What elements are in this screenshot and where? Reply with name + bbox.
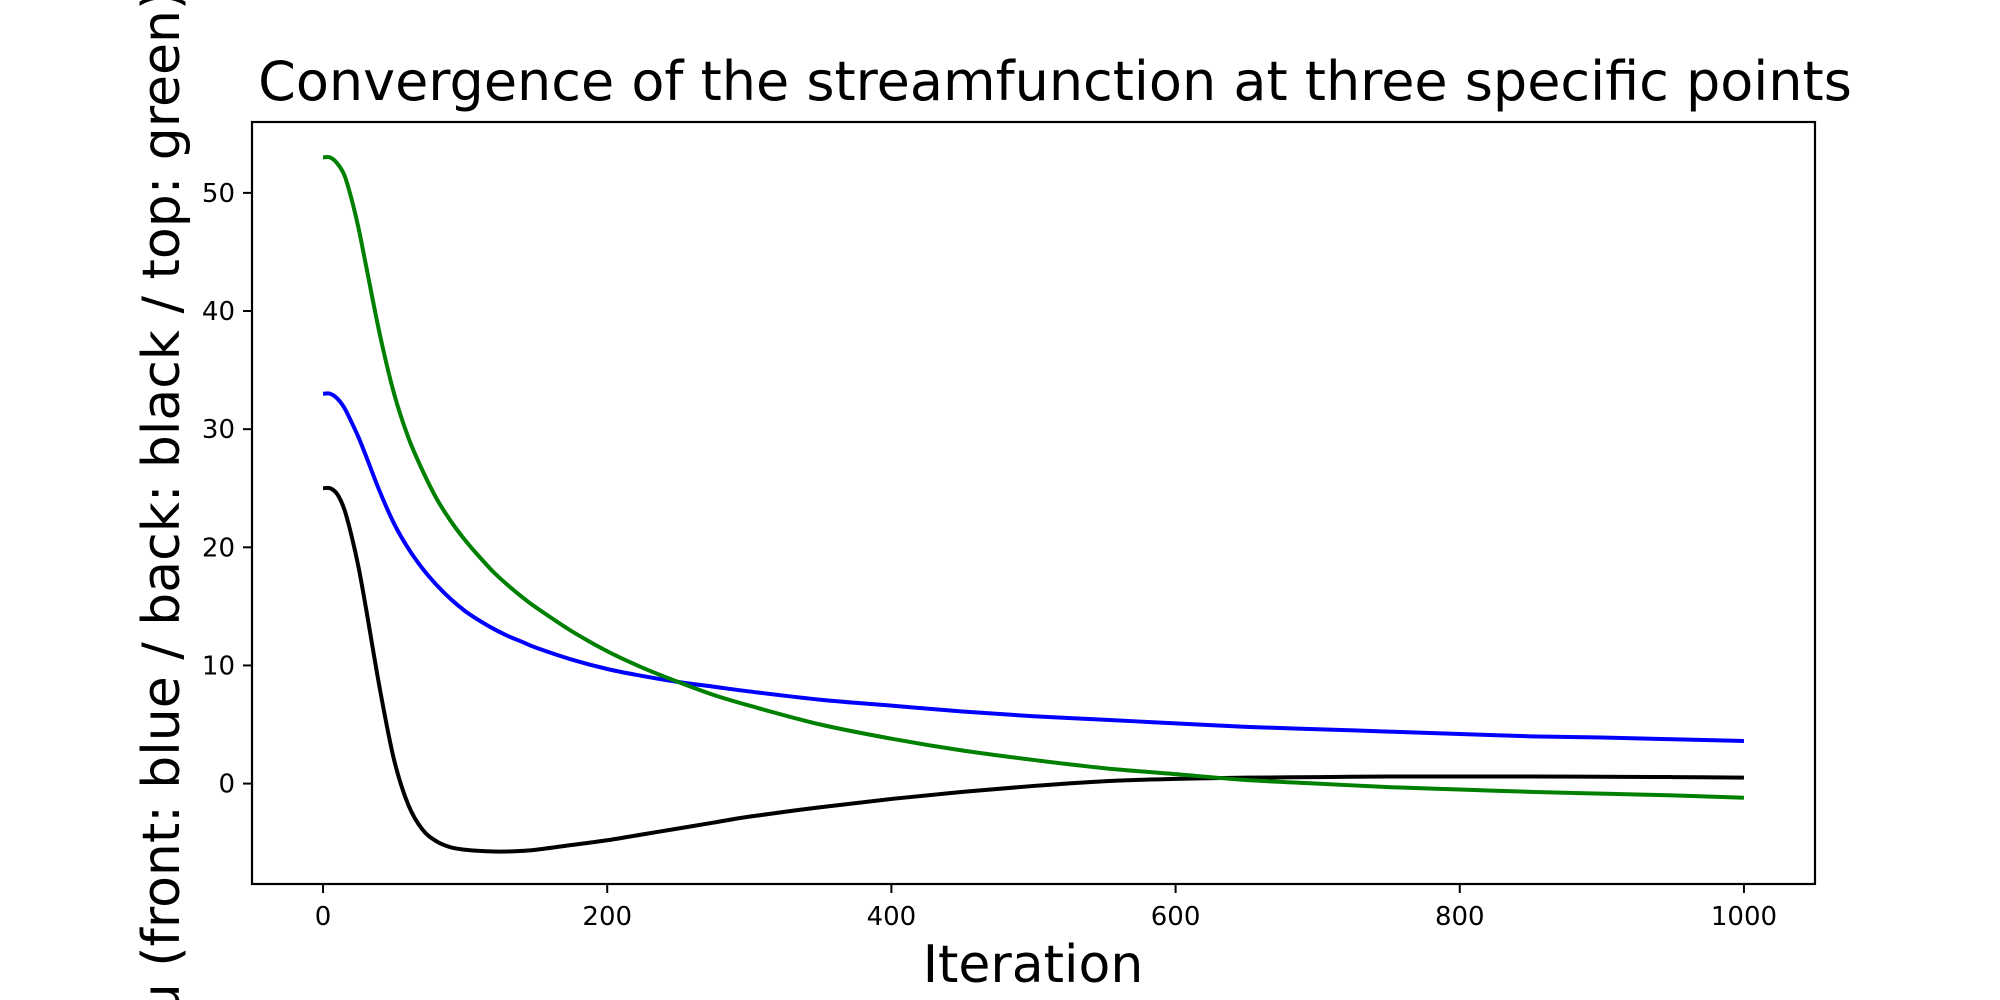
- series-line-3: [322, 155, 1745, 800]
- y-tick-label: 10: [202, 651, 235, 681]
- y-tick-label: 0: [218, 770, 235, 800]
- y-axis-label: u (front: blue / back: black / top: gree…: [132, 0, 192, 1000]
- x-tick-label: 600: [1151, 902, 1201, 932]
- series-line-2: [322, 485, 1744, 854]
- y-tick-label: 40: [202, 297, 235, 327]
- x-tick-label: 0: [315, 902, 332, 932]
- y-axis: 0 10 20 30 40 50: [202, 179, 252, 800]
- series-layer: [322, 155, 1745, 854]
- x-tick-label: 1000: [1711, 902, 1777, 932]
- series-line-1: [322, 391, 1744, 744]
- x-tick-label: 400: [867, 902, 917, 932]
- y-tick-label: 50: [202, 179, 235, 209]
- y-tick-label: 20: [202, 533, 235, 563]
- chart-title: Convergence of the streamfunction at thr…: [258, 50, 1852, 113]
- y-tick-label: 30: [202, 415, 235, 445]
- x-axis-label: Iteration: [923, 935, 1144, 995]
- x-tick-label: 200: [582, 902, 632, 932]
- x-axis: 0 200 400 600 800 1000: [315, 884, 1777, 932]
- x-tick-label: 800: [1435, 902, 1485, 932]
- plot-frame: [250, 120, 1817, 886]
- plot-area: [322, 155, 1745, 854]
